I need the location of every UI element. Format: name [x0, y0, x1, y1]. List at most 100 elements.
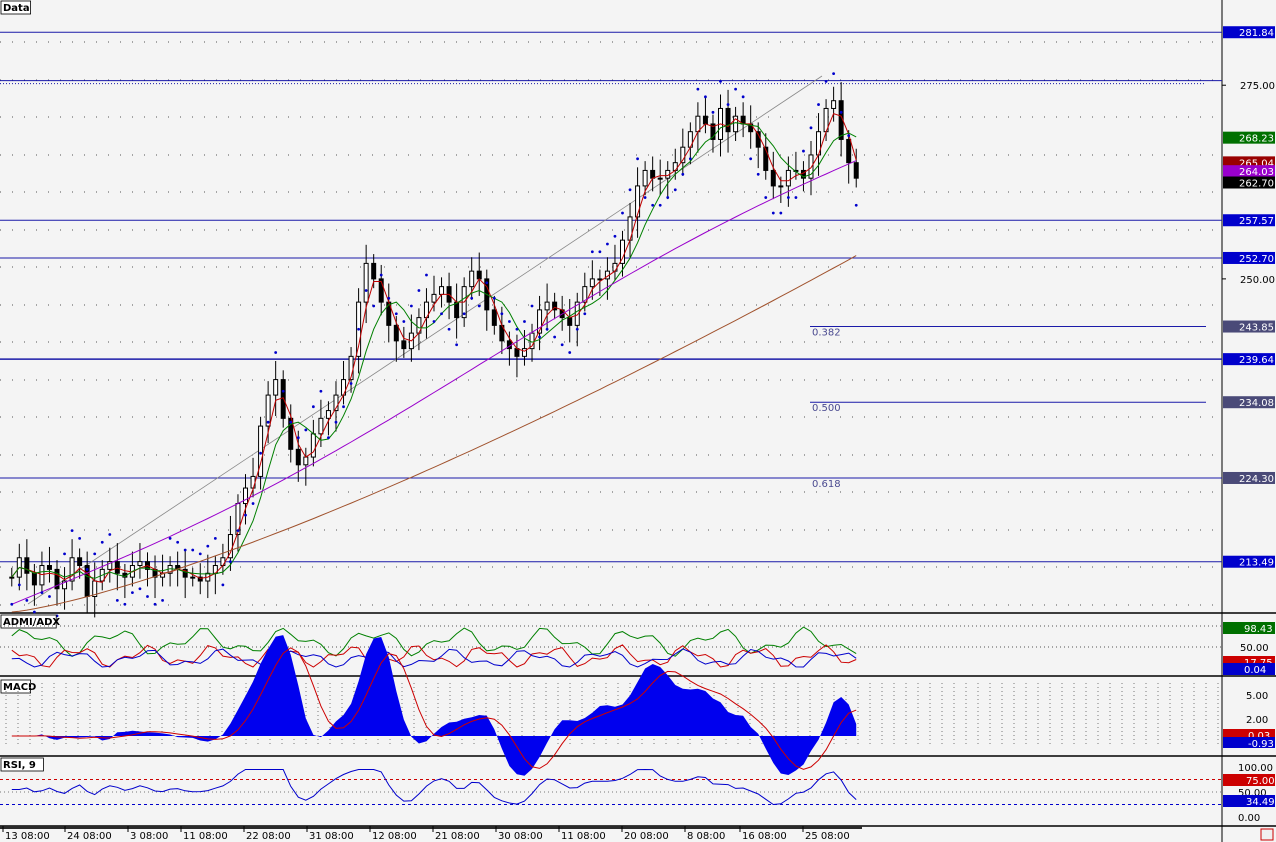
- macd-tag: [1223, 729, 1275, 740]
- price-tag: [1223, 555, 1275, 568]
- price-tag: [1223, 131, 1275, 144]
- price-tag: [1223, 251, 1275, 264]
- candle-body: [62, 580, 68, 590]
- candle-body: [39, 565, 45, 586]
- psar-dot: [296, 436, 300, 440]
- admi-panel-title-box: [0, 614, 57, 629]
- price-tag-label: 239.64: [1239, 355, 1274, 366]
- psar-dot: [538, 335, 541, 339]
- psar-dot: [274, 351, 278, 354]
- admi-tag: [1223, 663, 1275, 675]
- time-axis-label: 30 08:00: [498, 831, 543, 842]
- psar-dot: [515, 327, 519, 331]
- psar-dot: [357, 327, 361, 331]
- psar-dot: [470, 296, 474, 300]
- psar-dot: [628, 188, 632, 192]
- psar-dot: [749, 157, 753, 161]
- price-tag-label: 268.23: [1239, 134, 1274, 145]
- time-axis-label: 3 08:00: [130, 831, 168, 842]
- macd-tag-label: 0.03: [1248, 731, 1270, 742]
- candle-body: [295, 448, 301, 466]
- macd-tag-label: -0.93: [1248, 739, 1274, 750]
- psar-dot: [153, 602, 157, 606]
- rsi-tag: [1223, 774, 1275, 786]
- psar-dot: [786, 196, 790, 199]
- psar-dot: [666, 196, 670, 199]
- psar-dot: [281, 389, 285, 393]
- admi-axis-label: 50.00: [1240, 643, 1269, 654]
- admi-tag-label: 98.43: [1244, 624, 1273, 635]
- psar-dot: [462, 312, 466, 316]
- psar-dot: [492, 296, 496, 300]
- psar-dot: [854, 203, 858, 207]
- psar-dot: [108, 533, 112, 536]
- psar-dot: [575, 327, 579, 331]
- psar-dot: [131, 591, 134, 595]
- psar-dot: [146, 595, 149, 598]
- ma-brown-line: [11, 255, 857, 613]
- psar-dot: [379, 273, 383, 277]
- psar-dot: [161, 598, 164, 602]
- time-axis-label: 31 08:00: [309, 831, 354, 842]
- candle-body: [544, 301, 550, 311]
- candle-body: [310, 433, 316, 458]
- candle-body: [695, 115, 701, 133]
- price-tag-label: 234.08: [1239, 398, 1274, 409]
- price-tag-label: 264.03: [1239, 167, 1274, 178]
- psar-dot: [606, 242, 609, 246]
- psar-dot: [598, 250, 602, 254]
- candle-body: [657, 177, 663, 180]
- psar-dot: [236, 529, 240, 533]
- psar-dot: [425, 273, 428, 277]
- macd-tag: [1223, 737, 1275, 748]
- rsi-axis-label: 0.00: [1238, 813, 1260, 824]
- candle-body: [220, 557, 226, 567]
- psar-dot: [673, 188, 677, 192]
- psar-dot: [621, 211, 624, 215]
- candle-body: [619, 239, 625, 264]
- price-tag-label: 224.30: [1239, 474, 1274, 485]
- candle-body: [702, 115, 708, 125]
- candle-body: [77, 557, 83, 567]
- candle-body: [197, 576, 203, 582]
- psar-dot: [93, 552, 97, 556]
- admi-tag-label: 0.04: [1244, 665, 1266, 676]
- psar-dot: [100, 540, 104, 544]
- psar-dot: [726, 103, 730, 106]
- psar-dot: [688, 157, 692, 161]
- price-axis-label: 275.00: [1240, 81, 1275, 92]
- ma-purple-line: [11, 160, 857, 605]
- price-tag: [1223, 165, 1275, 178]
- psar-dot: [794, 196, 798, 199]
- price-tag: [1223, 176, 1275, 189]
- psar-dot: [138, 587, 142, 591]
- psar-dot: [289, 420, 293, 424]
- candle-body: [710, 123, 716, 140]
- psar-dot: [319, 389, 323, 393]
- psar-dot: [771, 211, 775, 215]
- fib-label: 0.500: [812, 403, 841, 414]
- psar-dot: [447, 327, 451, 331]
- candle-body: [190, 576, 196, 579]
- price-panel-title: Data: [3, 3, 30, 14]
- candle-body: [24, 557, 30, 574]
- candle-body: [514, 348, 520, 357]
- candle-body: [393, 324, 399, 342]
- rsi-tag-label: 75.00: [1246, 776, 1275, 787]
- candle-body: [114, 561, 120, 574]
- time-axis-label: 20 08:00: [624, 831, 669, 842]
- price-tag: [1223, 320, 1275, 333]
- psar-dot: [206, 544, 210, 548]
- price-tag-label: 252.70: [1239, 254, 1274, 265]
- psar-dot: [191, 548, 195, 552]
- candle-body: [303, 456, 309, 466]
- candle-body: [378, 278, 384, 303]
- psar-dot: [85, 567, 89, 571]
- price-tag: [1223, 214, 1275, 227]
- psar-dot: [334, 420, 338, 424]
- scroll-end-button[interactable]: [1260, 828, 1274, 841]
- candle-body: [642, 169, 648, 187]
- psar-dot: [251, 502, 255, 505]
- psar-dot: [417, 289, 421, 292]
